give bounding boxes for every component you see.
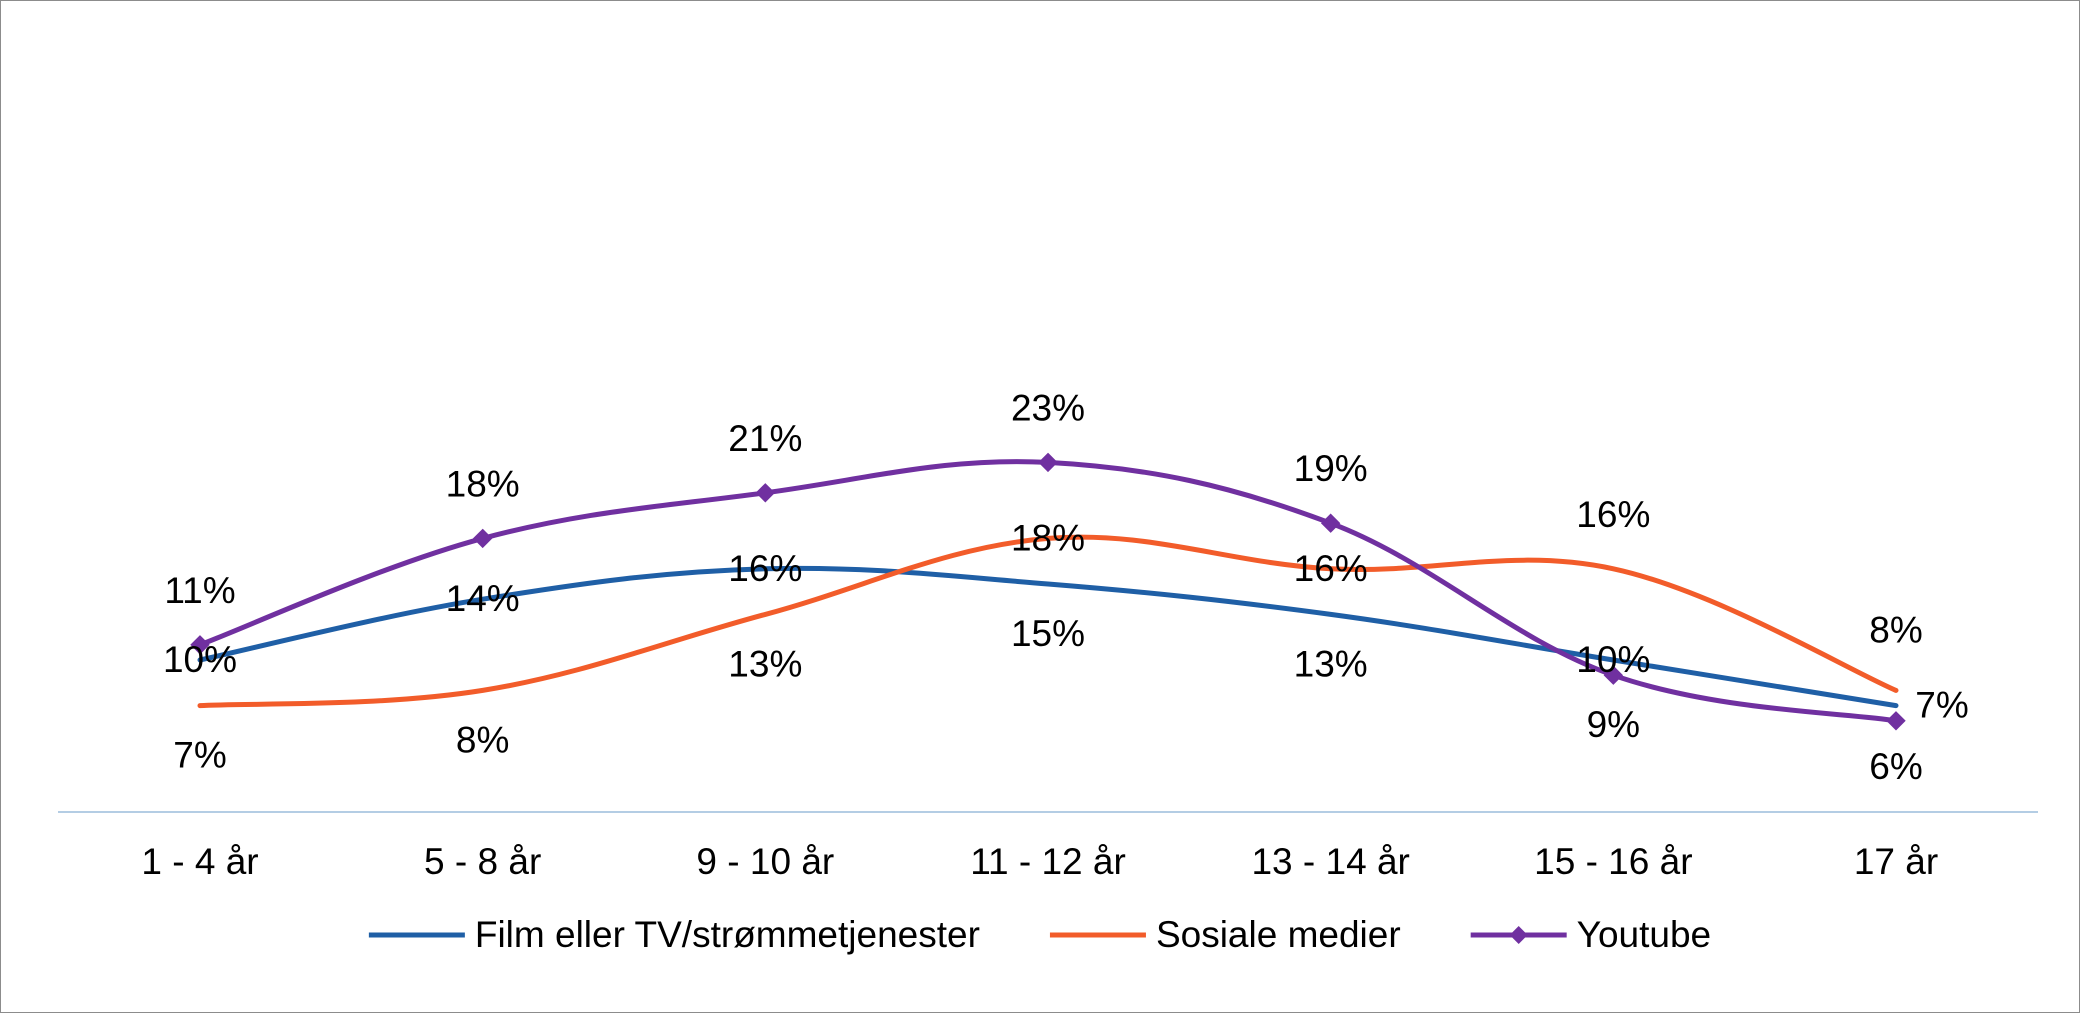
series-line-film-eller-tv-str-mmetjenester: [197, 565, 1899, 709]
data-point-youtube-3: [1038, 452, 1058, 473]
data-label-youtube-3: 23%: [1011, 387, 1085, 428]
data-label-film-eller-tv-str-mmetjenester-0: 10%: [163, 639, 237, 680]
data-label-sosiale-medier-4: 16%: [1294, 548, 1368, 589]
data-label-youtube-4: 19%: [1294, 448, 1368, 489]
data-label-youtube-6: 6%: [1869, 746, 1922, 787]
legend-entry-youtube: Youtube: [1470, 914, 1711, 955]
legend-entry-film-eller-tv-str-mmetjenester: Film eller TV/strømmetjenester: [368, 914, 980, 955]
data-label-film-eller-tv-str-mmetjenester-2: 16%: [728, 548, 802, 589]
x-tick-label-4: 13 - 14 år: [1251, 841, 1409, 882]
data-label-film-eller-tv-str-mmetjenester-6: 7%: [1915, 685, 1968, 726]
legend: Film eller TV/strømmetjenester Sosiale me…: [368, 914, 1711, 955]
x-tick-labels: 1 - 4 år 5 - 8 år 9 - 10 år 11 - 12 år 13 - …: [141, 841, 1938, 882]
series-layer: [190, 452, 1906, 731]
data-label-youtube-5: 9%: [1587, 704, 1640, 745]
legend-marker-youtube: [1509, 926, 1528, 944]
data-label-film-eller-tv-str-mmetjenester-5: 10%: [1576, 639, 1650, 680]
data-label-sosiale-medier-0: 7%: [173, 735, 226, 776]
x-tick-label-6: 17 år: [1854, 841, 1938, 882]
data-label-youtube-1: 18%: [446, 463, 520, 504]
data-labels: 11% 10% 7% 18% 14% 8% 21% 16% 13% 23% 18% 15% 19% 16%…: [163, 387, 1969, 786]
legend-label-youtube: Youtube: [1577, 914, 1711, 955]
data-label-film-eller-tv-str-mmetjenester-1: 14%: [446, 578, 520, 619]
data-label-sosiale-medier-2: 13%: [728, 643, 802, 684]
data-label-sosiale-medier-6: 8%: [1869, 609, 1922, 650]
x-tick-label-5: 15 - 16 år: [1534, 841, 1692, 882]
data-point-youtube-6: [1886, 711, 1906, 731]
legend-entry-sosiale-medier: Sosiale medier: [1049, 914, 1401, 955]
legend-label-sosiale-medier: Sosiale medier: [1156, 914, 1401, 955]
data-label-film-eller-tv-str-mmetjenester-3: 15%: [1011, 613, 1085, 654]
x-tick-label-1: 5 - 8 år: [424, 841, 541, 882]
data-label-film-eller-tv-str-mmetjenester-4: 13%: [1294, 643, 1368, 684]
data-label-sosiale-medier-5: 16%: [1576, 494, 1650, 535]
x-tick-label-2: 9 - 10 år: [696, 841, 834, 882]
data-label-sosiale-medier-3: 18%: [1011, 517, 1085, 558]
legend-label-film-eller-tv-str-mmetjenester: Film eller TV/strømmetjenester: [475, 914, 980, 955]
data-label-youtube-2: 21%: [728, 418, 802, 459]
data-point-youtube-5: [1603, 665, 1624, 685]
data-point-youtube-0: [190, 635, 210, 655]
data-point-youtube-4: [1320, 513, 1341, 533]
data-point-youtube-1: [472, 528, 493, 549]
data-label-sosiale-medier-1: 8%: [456, 719, 509, 760]
x-tick-label-3: 11 - 12 år: [970, 841, 1126, 882]
series-line-sosiale-medier: [197, 534, 1899, 709]
x-tick-label-0: 1 - 4 år: [141, 841, 258, 882]
data-label-youtube-0: 11%: [164, 570, 235, 611]
data-point-youtube-2: [755, 483, 776, 503]
